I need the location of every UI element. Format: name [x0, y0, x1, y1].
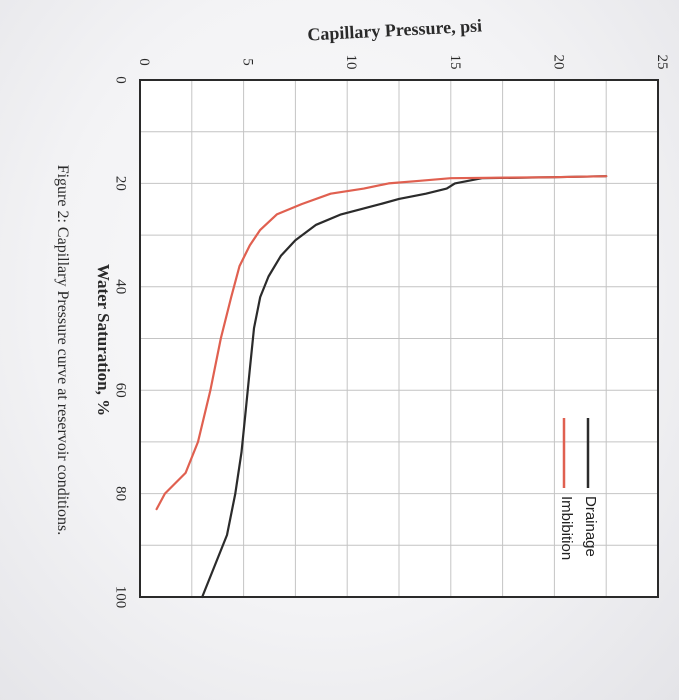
pressure-tick-labels: 0 5 10 15 20 25: [136, 55, 670, 70]
series-layer: [155, 175, 608, 599]
pressure-tick-label: 20: [550, 55, 566, 70]
plot-area: [139, 79, 659, 599]
pressure-tick-label: 10: [343, 55, 359, 70]
legend-label-imbibition: Imbibition: [558, 496, 575, 560]
pressure-tick-label: 5: [240, 58, 256, 66]
saturation-tick-label: 20: [113, 176, 129, 191]
saturation-tick-label: 60: [113, 383, 129, 398]
y-axis-title: Capillary Pressure, psi: [307, 15, 483, 44]
x-axis-title: Water Saturation, %: [94, 264, 113, 416]
pressure-tick-label: 25: [654, 55, 670, 70]
saturation-tick-label: 100: [113, 586, 129, 609]
pressure-tick-label: 0: [136, 58, 152, 66]
pressure-tick-label: 15: [447, 55, 463, 70]
figure-caption: Figure 2: Capillary Pressure curve at re…: [54, 164, 71, 536]
plot-frame: [139, 79, 659, 598]
legend: Drainage Imbibition: [558, 418, 599, 560]
saturation-tick-label: 40: [113, 279, 129, 294]
saturation-tick-labels: 0 20 40 60 80 100: [113, 76, 129, 608]
saturation-tick-label: 80: [113, 486, 129, 501]
saturation-tick-label: 0: [113, 76, 129, 84]
series-line-drainage: [201, 175, 608, 599]
series-line-imbibition: [155, 175, 608, 511]
legend-label-drainage: Drainage: [582, 496, 599, 557]
